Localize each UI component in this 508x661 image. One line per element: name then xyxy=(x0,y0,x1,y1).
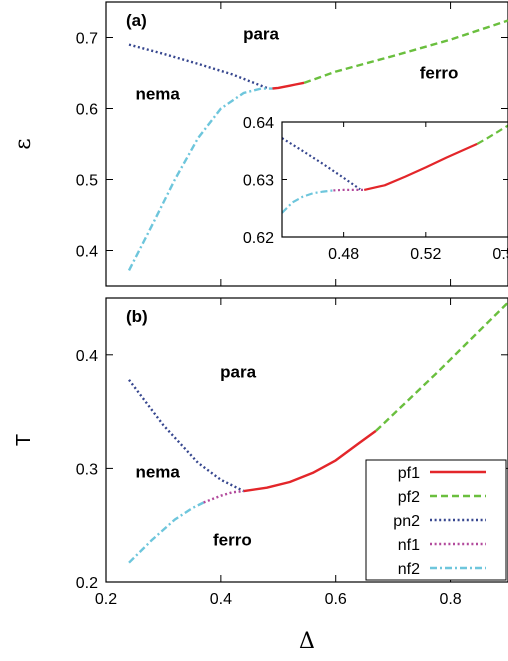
series-pn2-line xyxy=(128,379,245,493)
panel-b-label: (b) xyxy=(126,307,148,326)
series-nf2-line xyxy=(282,189,334,214)
legend-label: pf1 xyxy=(398,465,420,482)
x-tick-label: 0.52 xyxy=(410,246,441,263)
x-tick-label: 0.2 xyxy=(95,591,117,608)
x-tick-label: 0.4 xyxy=(210,591,232,608)
region-label: ferro xyxy=(213,531,252,550)
legend: pf1 pf2 pn2 nf1 nf2 xyxy=(365,459,507,581)
y-tick-label: 0.4 xyxy=(76,348,98,365)
inset-series xyxy=(282,124,508,214)
panel-b-region-labels: para nema ferro xyxy=(135,363,256,550)
legend-label: pn2 xyxy=(393,513,420,530)
legend-label: pf2 xyxy=(398,489,420,506)
panel-a-frame xyxy=(105,1,508,287)
panel-a-ylabel: ε xyxy=(11,138,36,149)
series-pf2-line xyxy=(303,19,508,85)
panel-b-ticks: 0.2 0.4 0.6 0.8 0.2 0.3 0.4 xyxy=(76,298,508,608)
series-nf2-line xyxy=(128,501,205,564)
series-pn2-line xyxy=(128,43,268,90)
x-tick-label: 0.48 xyxy=(328,246,359,263)
legend-entry-pf2: pf2 xyxy=(398,489,486,506)
legend-entries: pf1 pf2 pn2 nf1 nf2 xyxy=(393,465,486,578)
x-tick-label: 0.6 xyxy=(325,591,347,608)
y-tick-label: 0.62 xyxy=(243,230,274,247)
y-tick-label: 0.2 xyxy=(76,575,98,592)
y-tick-label: 0.4 xyxy=(76,244,98,261)
region-label: para xyxy=(220,363,256,382)
panel-a: 0.40.50.60.7 para ferro nema (a) ε 0.48 0… xyxy=(11,1,508,287)
panel-b-frame xyxy=(105,297,508,583)
legend-label: nf1 xyxy=(398,537,420,554)
legend-entry-nf1: nf1 xyxy=(398,537,486,554)
series-pf1-line xyxy=(272,81,305,90)
x-tick-label: 0.56 xyxy=(492,246,508,263)
series-pn2-line xyxy=(282,137,361,191)
series-pf1-line xyxy=(243,429,377,493)
region-label: ferro xyxy=(420,64,459,83)
x-tick-label: 0.8 xyxy=(439,591,461,608)
panel-b-xlabel: Δ xyxy=(299,629,315,654)
panel-a-series xyxy=(127,19,508,271)
y-tick-label: 0.63 xyxy=(243,173,274,190)
y-tick-label: 0.5 xyxy=(76,173,98,190)
panel-b-series xyxy=(128,301,508,564)
panel-a-ticks: 0.4 0.5 0.6 0.7 xyxy=(76,2,508,286)
y-tick-label: 0.7 xyxy=(76,31,98,48)
region-label: nema xyxy=(135,462,180,481)
legend-entry-pn2: pn2 xyxy=(393,513,486,530)
panel-a-region-labels: para ferro nema xyxy=(135,25,458,104)
region-label: nema xyxy=(135,84,180,103)
inset-ticks: 0.48 0.52 0.56 0.62 0.63 0.64 xyxy=(243,115,508,263)
y-tick-label: 0.6 xyxy=(76,102,98,119)
inset-background xyxy=(282,122,508,237)
series-nf1-line xyxy=(333,188,365,192)
legend-entry-pf1: pf1 xyxy=(398,465,486,482)
y-tick-label: 0.3 xyxy=(76,461,98,478)
series-pf1-line xyxy=(363,142,478,191)
panel-a-inset: 0.48 0.52 0.56 0.62 0.63 0.64 xyxy=(243,115,508,263)
series-pf2-line xyxy=(375,301,508,432)
legend-entry-nf2: nf2 xyxy=(398,561,486,578)
series-pf2-line xyxy=(476,124,508,145)
panel-b: 0.2 0.4 0.6 0.8 0.2 0.3 0.4 para nema ferro (b… xyxy=(13,297,508,654)
panel-a-label: (a) xyxy=(126,11,147,30)
legend-label: nf2 xyxy=(398,561,420,578)
series-nf1-line xyxy=(203,489,244,504)
y-tick-label: 0.64 xyxy=(243,115,274,132)
panel-b-ylabel: T xyxy=(13,434,35,446)
series-nf2-line xyxy=(127,87,273,271)
region-label: para xyxy=(243,25,279,44)
